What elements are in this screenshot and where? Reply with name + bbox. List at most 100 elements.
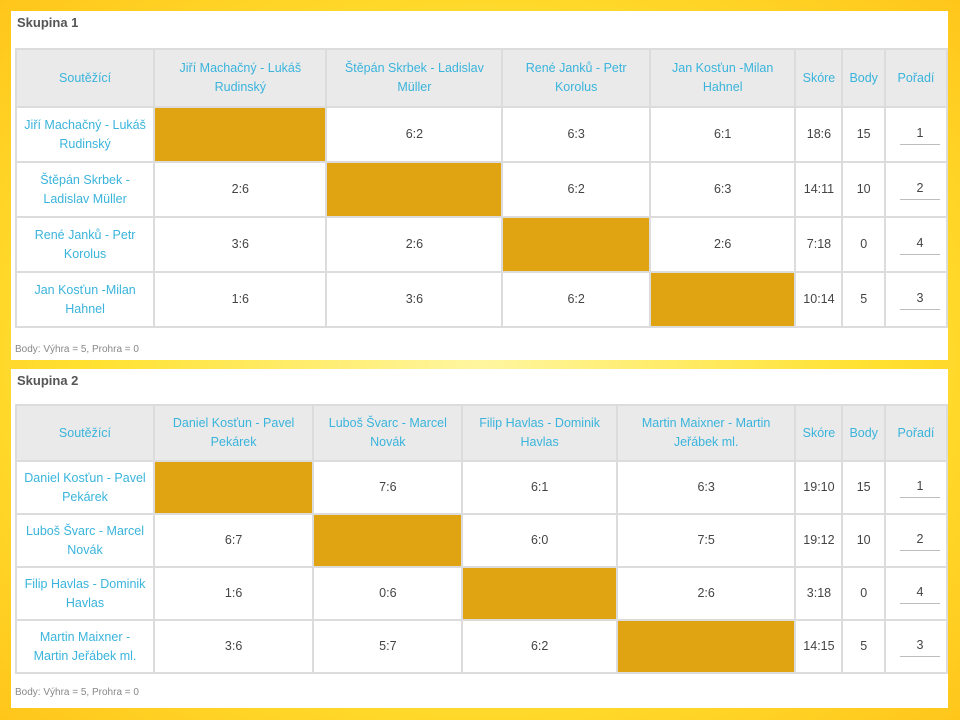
rank-value: 3: [899, 636, 940, 657]
competitor-name: Martin Maixner - Martin Jeřábek ml.: [15, 619, 155, 674]
rank-cell: 1: [883, 460, 948, 515]
rank-value: 1: [899, 124, 940, 145]
self-match-cell: [501, 216, 651, 273]
match-result: 3:6: [325, 271, 504, 328]
self-match-cell: [312, 513, 464, 568]
column-header-score: Skóre: [794, 48, 844, 108]
self-match-cell: [325, 161, 504, 218]
column-header-competitors: Soutěžící: [14, 48, 156, 108]
column-header-opponent: Daniel Kosťun - Pavel Pekárek: [152, 404, 315, 462]
column-header-points: Body: [841, 404, 886, 462]
match-result: 1:6: [153, 271, 328, 328]
total-score: 19:10: [794, 460, 844, 515]
points: 5: [841, 271, 886, 328]
match-result: 6:2: [461, 619, 618, 674]
rank-value: 2: [899, 530, 940, 551]
header-row: Soutěžící Daniel Kosťun - Pavel Pekárek …: [15, 404, 948, 462]
match-result: 3:6: [152, 619, 315, 674]
points: 10: [841, 161, 886, 218]
rank-cell: 2: [883, 513, 948, 568]
points: 5: [841, 619, 886, 674]
table-row: Daniel Kosťun - Pavel Pekárek 7:6 6:1 6:…: [15, 460, 948, 515]
rank-value: 4: [899, 583, 940, 604]
rank-value: 4: [899, 234, 940, 255]
points: 0: [841, 216, 886, 273]
column-header-opponent: René Janků - Petr Korolus: [501, 48, 651, 108]
group-title: Skupina 2: [17, 373, 79, 388]
match-result: 6:2: [501, 271, 651, 328]
match-result: 3:6: [153, 216, 328, 273]
table-row: Jan Kosťun -Milan Hahnel 1:6 3:6 6:2 10:…: [14, 271, 948, 328]
rank-cell: 2: [883, 161, 948, 218]
rank-value: 3: [899, 289, 940, 310]
self-match-cell: [152, 460, 315, 515]
group-title: Skupina 1: [17, 15, 79, 30]
column-header-rank: Pořadí: [883, 48, 948, 108]
rank-cell: 4: [883, 216, 948, 273]
self-match-cell: [615, 619, 797, 674]
column-header-competitors: Soutěžící: [15, 404, 155, 462]
column-header-opponent: Filip Havlas - Dominik Havlas: [461, 404, 618, 462]
points-legend: Body: Výhra = 5, Prohra = 0: [15, 687, 139, 698]
table-row: Luboš Švarc - Marcel Novák 6:7 6:0 7:5 1…: [15, 513, 948, 568]
match-result: 2:6: [153, 161, 328, 218]
match-result: 7:5: [615, 513, 797, 568]
column-header-opponent: Jiří Machačný - Lukáš Rudinský: [153, 48, 328, 108]
rank-cell: 3: [883, 619, 948, 674]
rank-value: 2: [899, 179, 940, 200]
match-result: 6:0: [461, 513, 618, 568]
match-result: 7:6: [312, 460, 464, 515]
match-result: 6:2: [501, 161, 651, 218]
match-result: 6:7: [152, 513, 315, 568]
match-result: 6:2: [325, 106, 504, 163]
match-result: 5:7: [312, 619, 464, 674]
rank-cell: 1: [883, 106, 948, 163]
match-result: 2:6: [615, 566, 797, 621]
competitor-name: Daniel Kosťun - Pavel Pekárek: [15, 460, 155, 515]
total-score: 14:11: [794, 161, 844, 218]
match-result: 6:1: [461, 460, 618, 515]
match-result: 2:6: [648, 216, 797, 273]
match-result: 1:6: [152, 566, 315, 621]
rank-cell: 4: [883, 566, 948, 621]
rank-value: 1: [899, 477, 940, 498]
rank-cell: 3: [883, 271, 948, 328]
total-score: 14:15: [794, 619, 844, 674]
total-score: 10:14: [794, 271, 844, 328]
table-row: Štěpán Skrbek - Ladislav Müller 2:6 6:2 …: [14, 161, 948, 218]
total-score: 3:18: [794, 566, 844, 621]
total-score: 7:18: [794, 216, 844, 273]
column-header-opponent: Jan Kosťun -Milan Hahnel: [648, 48, 797, 108]
group-panel-1: Skupina 1 Soutěžící Jiří Machačný - Luká…: [11, 11, 948, 360]
competitor-name: Jan Kosťun -Milan Hahnel: [14, 271, 156, 328]
column-header-rank: Pořadí: [883, 404, 948, 462]
column-header-opponent: Martin Maixner - Martin Jeřábek ml.: [615, 404, 797, 462]
match-result: 6:3: [501, 106, 651, 163]
points: 15: [841, 106, 886, 163]
table-row: Martin Maixner - Martin Jeřábek ml. 3:6 …: [15, 619, 948, 674]
table-row: René Janků - Petr Korolus 3:6 2:6 2:6 7:…: [14, 216, 948, 273]
competitor-name: Štěpán Skrbek - Ladislav Müller: [14, 161, 156, 218]
competitor-name: René Janků - Petr Korolus: [14, 216, 156, 273]
table-row: Filip Havlas - Dominik Havlas 1:6 0:6 2:…: [15, 566, 948, 621]
self-match-cell: [153, 106, 328, 163]
self-match-cell: [461, 566, 618, 621]
points: 15: [841, 460, 886, 515]
match-result: 6:3: [615, 460, 797, 515]
points-legend: Body: Výhra = 5, Prohra = 0: [15, 344, 139, 355]
header-row: Soutěžící Jiří Machačný - Lukáš Rudinský…: [14, 48, 948, 108]
column-header-opponent: Luboš Švarc - Marcel Novák: [312, 404, 464, 462]
points: 0: [841, 566, 886, 621]
column-header-opponent: Štěpán Skrbek - Ladislav Müller: [325, 48, 504, 108]
standings-table: Soutěžící Jiří Machačný - Lukáš Rudinský…: [14, 48, 948, 328]
points: 10: [841, 513, 886, 568]
competitor-name: Filip Havlas - Dominik Havlas: [15, 566, 155, 621]
total-score: 19:12: [794, 513, 844, 568]
match-result: 2:6: [325, 216, 504, 273]
competitor-name: Jiří Machačný - Lukáš Rudinský: [14, 106, 156, 163]
match-result: 6:1: [648, 106, 797, 163]
column-header-points: Body: [841, 48, 886, 108]
self-match-cell: [648, 271, 797, 328]
total-score: 18:6: [794, 106, 844, 163]
match-result: 6:3: [648, 161, 797, 218]
